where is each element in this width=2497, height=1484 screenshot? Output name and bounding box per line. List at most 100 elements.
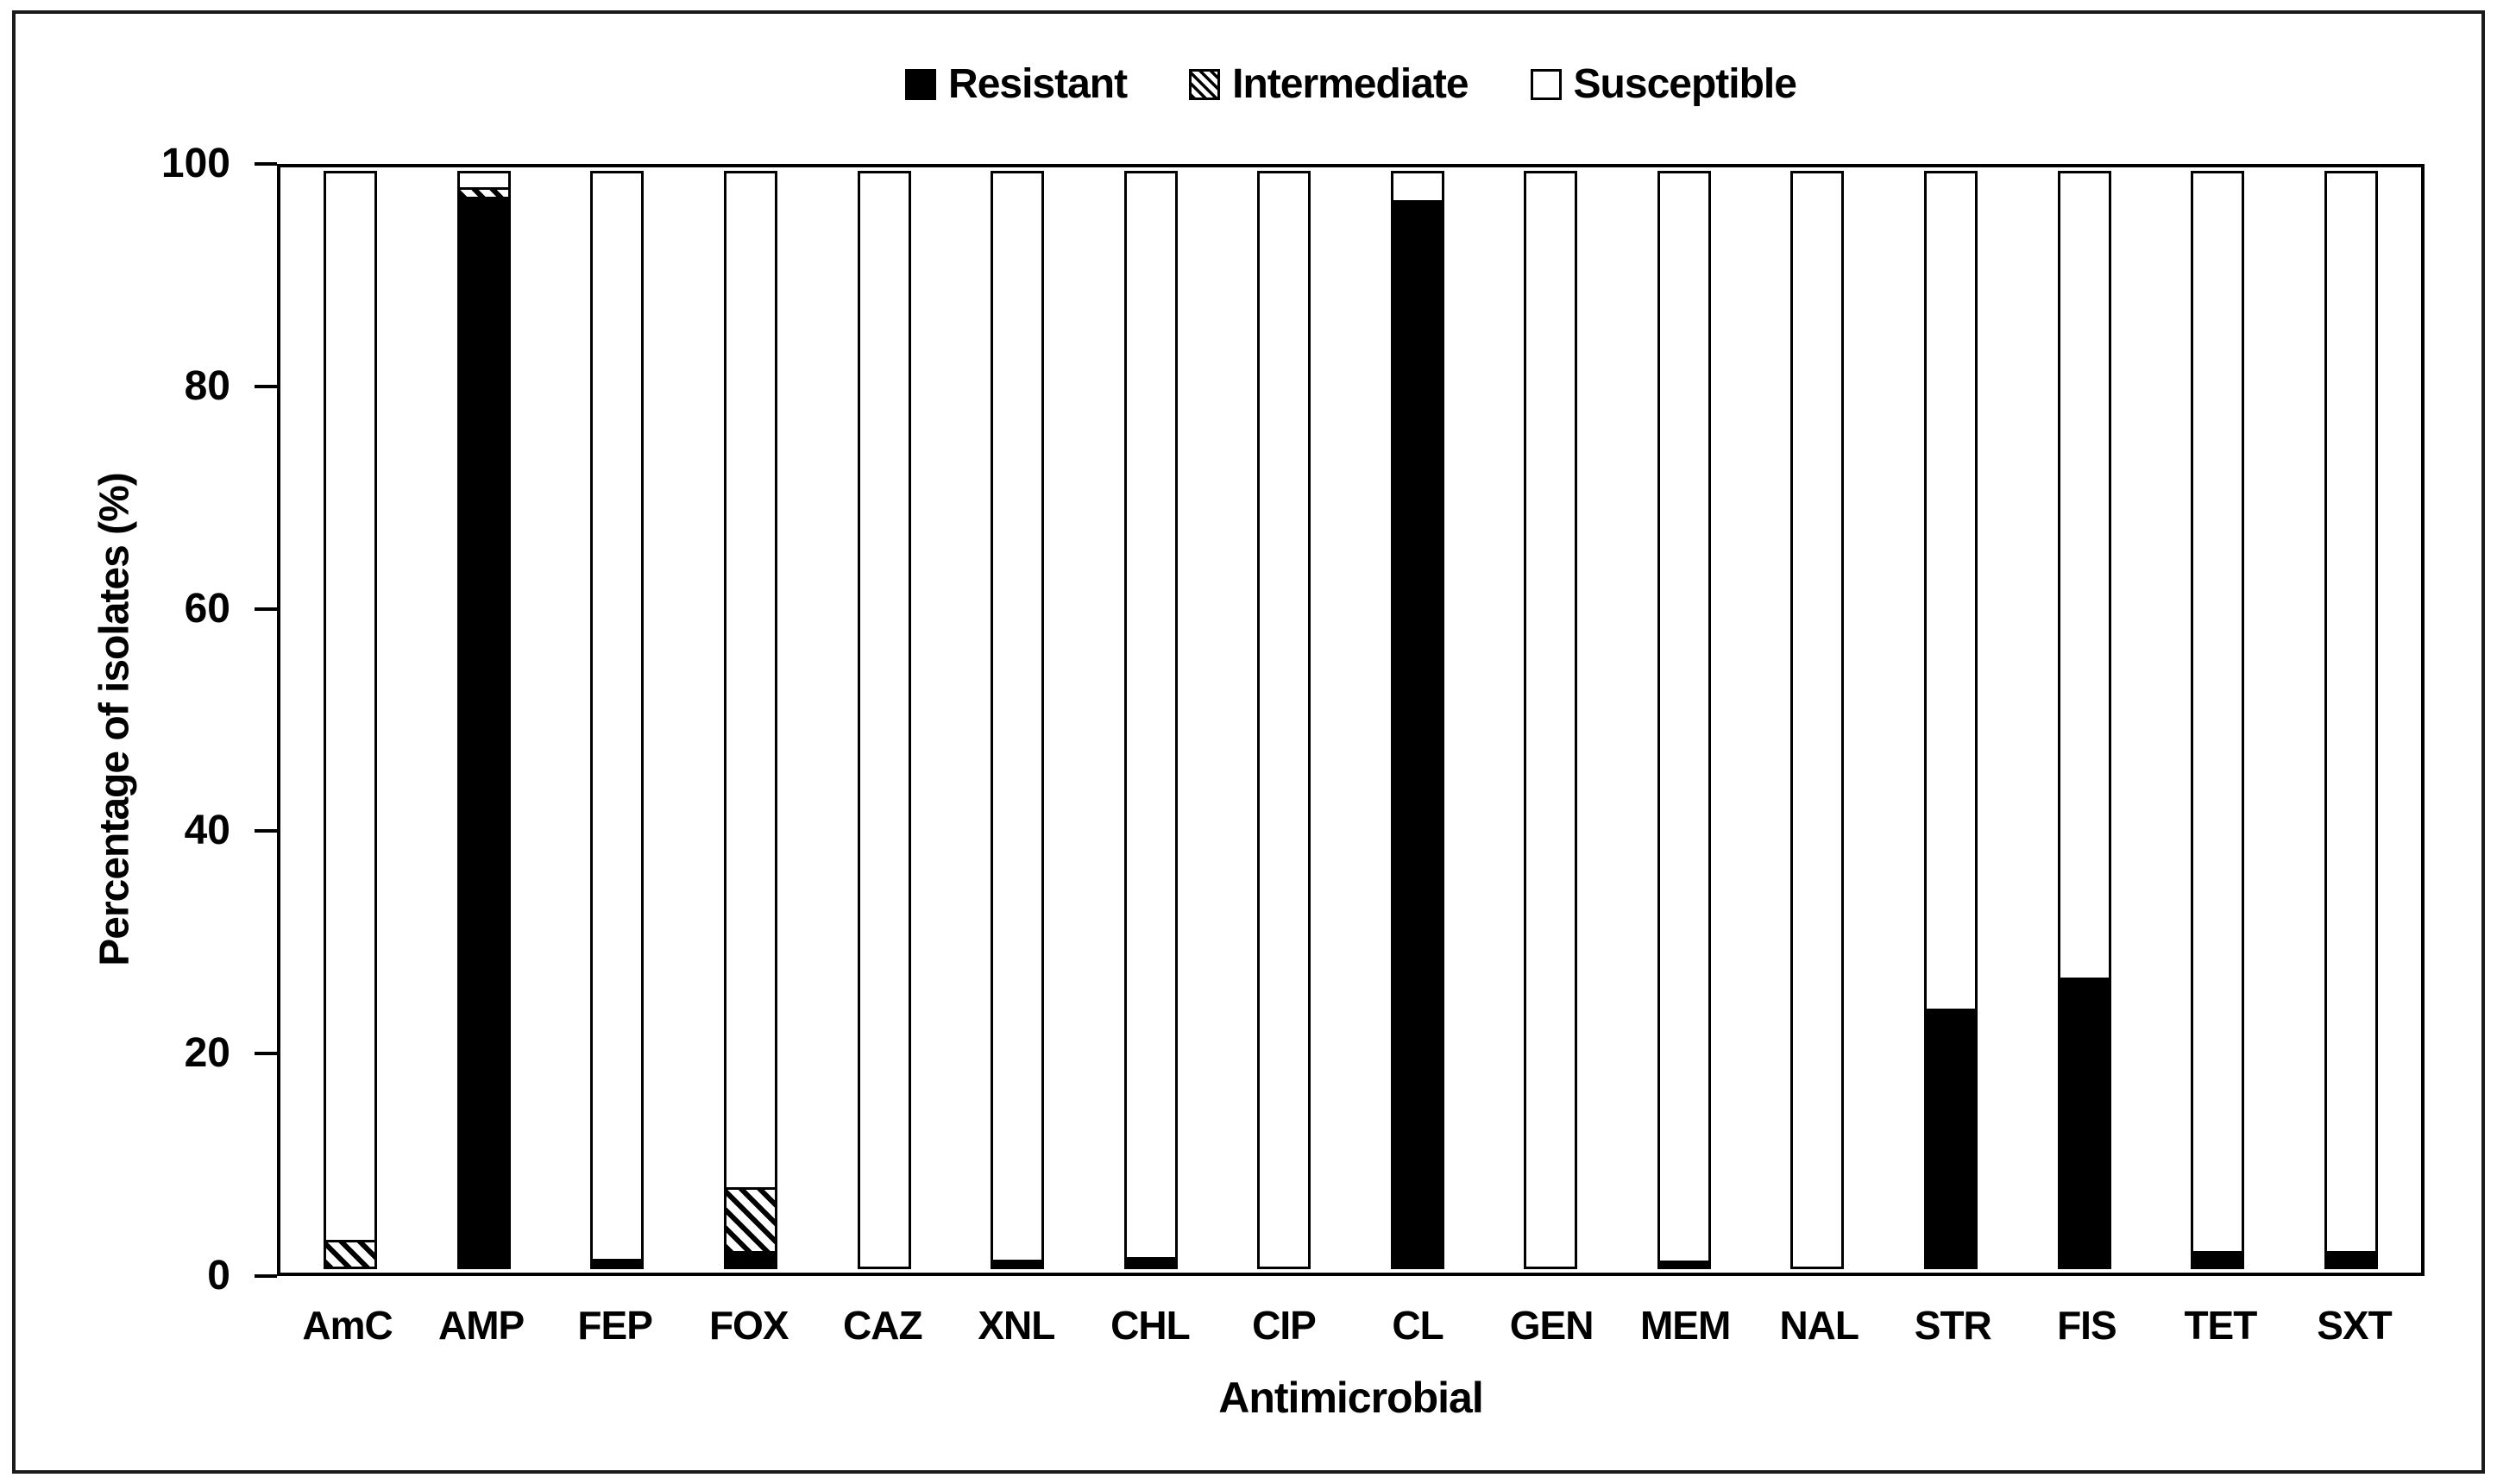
bar-AmC — [324, 171, 378, 1269]
bar-slot — [1217, 171, 1351, 1269]
y-axis-title: Percentage of isolates (%) — [91, 473, 138, 966]
y-tick — [255, 829, 277, 833]
resistant-swatch-icon — [905, 69, 937, 100]
y-tick-label: 100 — [160, 141, 230, 186]
bar-segment-intermediate — [326, 1242, 375, 1267]
plot-area — [277, 164, 2425, 1276]
x-category-label: CHL — [1110, 1303, 1191, 1348]
bar-segment-susceptible — [1526, 173, 1576, 1267]
bar-segment-resistant — [1659, 1263, 1708, 1267]
bar-slot — [1751, 171, 1884, 1269]
bar-CAZ — [857, 171, 911, 1269]
bar-slot — [1351, 171, 1485, 1269]
bar-FOX — [723, 171, 777, 1269]
bar-slot — [2017, 171, 2151, 1269]
bar-MEM — [1657, 171, 1711, 1269]
bar-segment-susceptible — [459, 173, 508, 190]
x-category-label: FOX — [708, 1303, 789, 1348]
bar-GEN — [1524, 171, 1578, 1269]
bar-slot — [2151, 171, 2285, 1269]
y-tick-label: 80 — [184, 362, 230, 409]
bar-slot — [418, 171, 551, 1269]
bar-segment-susceptible — [859, 173, 909, 1267]
bar-segment-susceptible — [1126, 173, 1175, 1261]
y-tick — [255, 1274, 277, 1278]
bar-CHL — [1123, 171, 1178, 1269]
bar-segment-susceptible — [1927, 173, 1976, 1011]
bar-slot — [1618, 171, 1752, 1269]
bar-slot — [550, 171, 684, 1269]
bar-segment-resistant — [2193, 1253, 2242, 1267]
legend: Resistant Intermediate Susceptible — [277, 62, 2425, 107]
bar-FEP — [590, 171, 645, 1269]
x-category-label: GEN — [1509, 1303, 1594, 1348]
plot-wrap: 0 20 40 60 80 100 AmC AMP FEP FOX CAZ XNL CHL CIP CL G… — [92, 141, 2425, 1422]
bar-SXT — [2324, 171, 2378, 1269]
y-tick-label: 60 — [184, 585, 230, 632]
y-tick — [255, 162, 277, 166]
bar-segment-resistant — [1126, 1260, 1175, 1267]
bar-slot — [951, 171, 1085, 1269]
bar-segment-susceptible — [2326, 173, 2375, 1254]
bar-segment-resistant — [2326, 1253, 2375, 1267]
bar-segment-intermediate — [726, 1190, 775, 1254]
y-tick-label: 20 — [184, 1030, 230, 1077]
bar-segment-resistant — [459, 199, 508, 1267]
legend-item-resistant: Resistant — [905, 61, 1128, 107]
bar-segment-susceptible — [1793, 173, 1842, 1267]
bar-segment-susceptible — [993, 173, 1042, 1262]
x-category-label: SXT — [2317, 1303, 2392, 1348]
bar-CL — [1390, 171, 1444, 1269]
bar-CIP — [1257, 171, 1311, 1269]
bar-segment-intermediate — [459, 190, 508, 200]
bar-segment-susceptible — [2060, 173, 2109, 981]
bar-NAL — [1790, 171, 1845, 1269]
bar-segment-susceptible — [1393, 173, 1442, 204]
legend-item-intermediate: Intermediate — [1189, 61, 1469, 107]
y-tick — [255, 384, 277, 388]
bars-container — [284, 171, 2418, 1269]
y-tick — [255, 607, 277, 611]
bar-segment-resistant — [2060, 980, 2109, 1267]
x-category-label: FEP — [577, 1303, 652, 1348]
bar-slot — [684, 171, 818, 1269]
bar-segment-susceptible — [593, 173, 642, 1261]
x-labels-row: AmC AMP FEP FOX CAZ XNL CHL CIP CL GEN MEM NAL STR FI… — [280, 1302, 2421, 1349]
x-category-label: NAL — [1779, 1303, 1859, 1348]
legend-label-susceptible: Susceptible — [1573, 61, 1797, 107]
bar-slot — [2284, 171, 2418, 1269]
x-category-label: STR — [1914, 1303, 1992, 1348]
bar-segment-susceptible — [1260, 173, 1309, 1267]
y-tick-label: 40 — [184, 808, 230, 854]
x-category-label: MEM — [1639, 1303, 1731, 1348]
x-axis-title: Antimicrobial — [1218, 1374, 1483, 1422]
x-category-label: AMP — [437, 1303, 525, 1348]
bar-segment-susceptible — [2193, 173, 2242, 1254]
x-category-label: CIP — [1252, 1303, 1317, 1348]
legend-label-intermediate: Intermediate — [1232, 61, 1469, 107]
x-category-label: XNL — [978, 1303, 1055, 1348]
bar-AMP — [456, 171, 511, 1269]
intermediate-swatch-icon — [1189, 69, 1221, 100]
legend-item-susceptible: Susceptible — [1530, 61, 1797, 107]
legend-label-resistant: Resistant — [948, 61, 1128, 107]
bar-STR — [1924, 171, 1978, 1269]
y-tick-label: 0 — [207, 1253, 230, 1298]
bar-segment-susceptible — [1659, 173, 1708, 1264]
bar-segment-resistant — [1927, 1010, 1976, 1267]
bar-XNL — [991, 171, 1045, 1269]
y-tick — [255, 1052, 277, 1056]
susceptible-swatch-icon — [1530, 69, 1562, 100]
bar-segment-resistant — [993, 1261, 1042, 1267]
x-category-label: CAZ — [843, 1303, 923, 1348]
bar-TET — [2191, 171, 2245, 1269]
chart-frame: Resistant Intermediate Susceptible 0 20 40… — [12, 10, 2485, 1474]
bar-slot — [284, 171, 418, 1269]
bar-slot — [1884, 171, 2018, 1269]
x-category-label: FIS — [2057, 1303, 2117, 1348]
bar-slot — [817, 171, 951, 1269]
bar-segment-susceptible — [726, 173, 775, 1191]
bar-segment-susceptible — [326, 173, 375, 1243]
bar-segment-resistant — [1393, 203, 1442, 1267]
bar-segment-resistant — [726, 1253, 775, 1267]
